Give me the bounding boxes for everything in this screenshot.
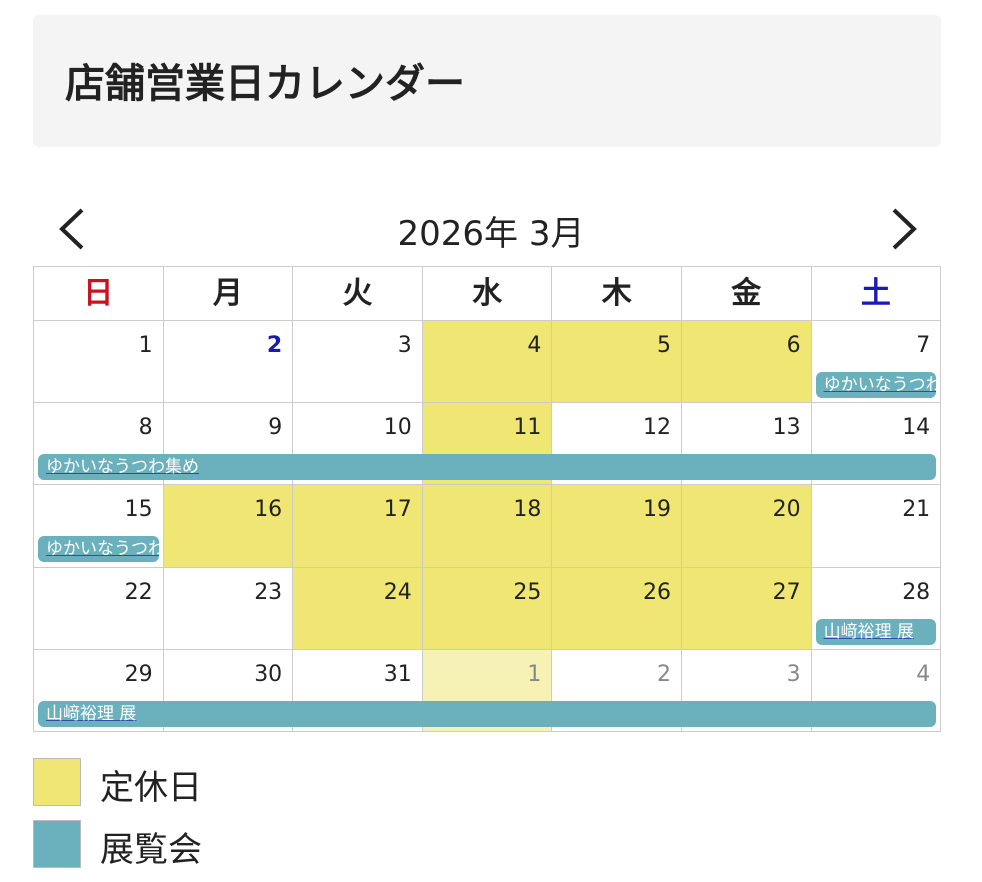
day-number: 4 xyxy=(916,661,931,687)
day-number: 8 xyxy=(138,415,153,441)
day-number: 11 xyxy=(513,415,542,441)
day-number: 5 xyxy=(656,333,671,358)
day-number: 26 xyxy=(642,579,671,605)
day-number: 29 xyxy=(124,661,153,687)
event-bar[interactable]: ゆかいなうつわ集め xyxy=(815,372,937,398)
legend-label: 定休日 xyxy=(100,768,202,808)
day-cell[interactable]: 17 xyxy=(292,484,423,568)
day-cell[interactable]: 6 xyxy=(681,320,812,404)
day-cell[interactable]: 27 xyxy=(681,566,812,650)
weekday-header: 金 xyxy=(681,266,812,321)
day-number: 20 xyxy=(772,497,801,523)
page-title: 店舗営業日カレンダー xyxy=(65,61,465,107)
day-number: 12 xyxy=(642,415,671,441)
day-cell[interactable]: 5 xyxy=(551,320,682,404)
weekday-header: 日 xyxy=(33,266,164,321)
event-bar[interactable]: 山﨑裕理 展 xyxy=(815,618,937,645)
prev-month[interactable] xyxy=(52,206,92,252)
weekday-header: 水 xyxy=(421,266,553,321)
day-number: 13 xyxy=(772,415,801,441)
day-number: 1 xyxy=(138,333,153,358)
day-number: 27 xyxy=(772,579,801,605)
event-label: 山﨑裕理 展 xyxy=(46,703,137,724)
weekday-header: 木 xyxy=(551,266,682,321)
day-number: 9 xyxy=(268,415,283,441)
header: 店舗営業日カレンダー xyxy=(33,15,941,147)
event-label: ゆかいなうつわ集め xyxy=(46,457,199,478)
event-label: ゆかいなうつわ集め xyxy=(823,375,937,395)
day-number: 28 xyxy=(902,579,931,605)
day-number: 16 xyxy=(254,497,283,523)
day-number: 14 xyxy=(902,415,931,441)
day-number: 31 xyxy=(383,661,412,687)
day-cell[interactable]: 21 xyxy=(810,484,942,568)
day-cell[interactable]: 2 xyxy=(162,320,294,404)
day-number: 22 xyxy=(124,579,153,605)
day-cell[interactable]: 23 xyxy=(162,566,294,650)
day-number: 30 xyxy=(254,661,283,687)
day-number: 24 xyxy=(383,579,412,605)
day-cell[interactable]: 22 xyxy=(33,566,164,650)
day-cell[interactable]: 3 xyxy=(292,320,423,404)
event-bar[interactable]: ゆかいなうつわ集め xyxy=(38,454,937,481)
day-cell[interactable]: 20 xyxy=(681,484,812,568)
day-number: 10 xyxy=(383,415,412,441)
day-number: 21 xyxy=(902,497,931,523)
day-cell[interactable]: 25 xyxy=(421,566,553,650)
day-number: 2 xyxy=(656,661,671,687)
event-bar[interactable]: ゆかいなうつわ集め xyxy=(38,536,159,563)
day-cell[interactable]: 24 xyxy=(292,566,423,650)
day-number: 6 xyxy=(786,333,801,358)
event-label: 山﨑裕理 展 xyxy=(823,621,914,642)
weekday-header: 土 xyxy=(810,266,942,321)
day-cell[interactable]: 1 xyxy=(33,320,164,404)
day-cell[interactable]: 16 xyxy=(162,484,294,568)
day-number: 17 xyxy=(383,497,412,523)
day-cell[interactable]: 26 xyxy=(551,566,682,650)
weekday-header: 月 xyxy=(162,266,294,321)
day-number: 4 xyxy=(527,333,542,358)
month-label: 2026年 3月 xyxy=(397,214,585,254)
day-cell[interactable]: 18 xyxy=(421,484,553,568)
legend-label: 展覧会 xyxy=(100,830,202,870)
day-number: 3 xyxy=(786,661,801,687)
day-cell[interactable]: 4 xyxy=(421,320,553,404)
day-number: 15 xyxy=(124,497,153,523)
legend-swatch xyxy=(33,820,81,868)
day-number: 18 xyxy=(513,497,542,523)
day-number: 1 xyxy=(527,661,542,687)
weekday-header: 火 xyxy=(292,266,423,321)
day-number: 25 xyxy=(513,579,542,605)
day-number: 23 xyxy=(254,579,283,605)
day-number: 19 xyxy=(642,497,671,523)
day-cell[interactable]: 19 xyxy=(551,484,682,568)
event-label: ゆかいなうつわ集め xyxy=(46,539,159,560)
day-number: 3 xyxy=(397,333,412,358)
day-number: 2 xyxy=(266,333,283,358)
next-month[interactable] xyxy=(884,206,924,252)
day-number: 7 xyxy=(916,333,931,358)
event-bar[interactable]: 山﨑裕理 展 xyxy=(38,700,937,727)
legend-swatch xyxy=(33,758,81,806)
